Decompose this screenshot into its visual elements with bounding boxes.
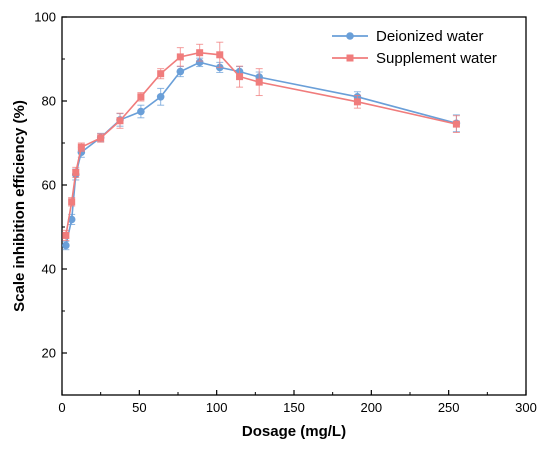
data-point bbox=[77, 143, 85, 151]
x-tick-label: 150 bbox=[283, 400, 305, 415]
data-point bbox=[216, 51, 224, 59]
data-point bbox=[137, 107, 145, 116]
data-point bbox=[137, 93, 145, 101]
data-point bbox=[452, 120, 460, 128]
data-point bbox=[116, 117, 124, 125]
series-line bbox=[65, 61, 457, 246]
data-point bbox=[97, 134, 105, 142]
x-axis-title: Dosage (mg/L) bbox=[242, 423, 346, 440]
y-tick-label: 60 bbox=[42, 178, 56, 193]
legend-label: Supplement water bbox=[376, 50, 497, 67]
legend-item: Deionized water bbox=[332, 28, 484, 45]
data-point bbox=[236, 73, 244, 81]
x-tick-label: 0 bbox=[58, 400, 65, 415]
data-point bbox=[196, 49, 204, 57]
x-tick-label: 300 bbox=[515, 400, 537, 415]
data-point bbox=[62, 241, 70, 250]
data-point bbox=[195, 58, 204, 67]
data-point bbox=[68, 198, 76, 206]
data-point bbox=[255, 78, 263, 86]
data-point bbox=[157, 70, 165, 78]
x-tick-label: 50 bbox=[132, 400, 146, 415]
y-tick-label: 40 bbox=[42, 262, 56, 277]
x-tick-label: 200 bbox=[360, 400, 382, 415]
legend-label: Deionized water bbox=[376, 28, 484, 45]
x-tick-label: 100 bbox=[206, 400, 228, 415]
legend: Deionized water Supplement water bbox=[332, 28, 497, 67]
data-point bbox=[176, 53, 184, 61]
legend-marker bbox=[346, 32, 354, 40]
y-axis-title: Scale inhibition efficiency (%) bbox=[11, 100, 28, 312]
legend-item: Supplement water bbox=[332, 50, 497, 67]
y-axis-ticks: 20 40 60 80 100 bbox=[34, 10, 67, 361]
data-point bbox=[62, 231, 70, 239]
series-layer bbox=[62, 41, 461, 251]
series-supplement-water bbox=[62, 41, 460, 241]
plot-frame bbox=[61, 16, 527, 396]
data-point bbox=[72, 168, 80, 176]
data-point bbox=[176, 67, 185, 76]
data-point bbox=[156, 93, 165, 101]
y-tick-label: 20 bbox=[42, 346, 56, 361]
legend-marker bbox=[346, 54, 354, 62]
x-axis-ticks: 0 50 100 150 200 250 300 bbox=[58, 390, 537, 415]
y-tick-label: 100 bbox=[34, 10, 56, 25]
data-point bbox=[353, 98, 361, 106]
series-deionized-water bbox=[62, 57, 461, 251]
x-tick-label: 250 bbox=[438, 400, 460, 415]
y-tick-label: 80 bbox=[42, 94, 56, 109]
